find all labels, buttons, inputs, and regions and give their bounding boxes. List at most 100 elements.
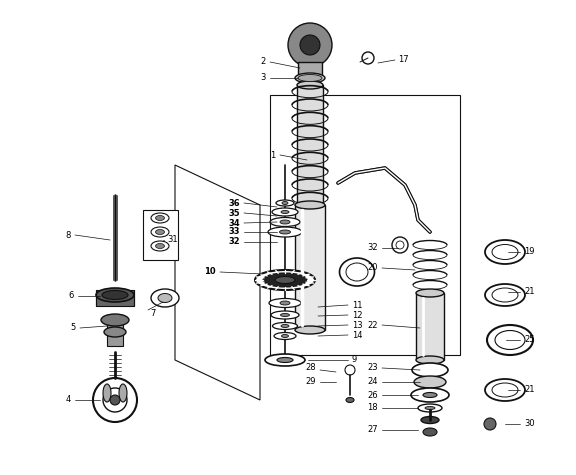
Ellipse shape [156, 229, 165, 235]
Ellipse shape [492, 245, 518, 259]
Text: 1: 1 [270, 151, 275, 160]
Ellipse shape [279, 230, 290, 234]
Ellipse shape [295, 73, 325, 83]
Text: 21: 21 [524, 386, 535, 395]
Ellipse shape [492, 288, 518, 302]
Ellipse shape [416, 356, 444, 364]
Text: 27: 27 [367, 426, 378, 435]
Ellipse shape [272, 208, 298, 216]
Ellipse shape [270, 218, 300, 227]
Ellipse shape [151, 289, 179, 307]
Ellipse shape [281, 314, 290, 316]
Ellipse shape [411, 388, 449, 402]
Ellipse shape [414, 376, 446, 388]
Bar [107, 318, 123, 346]
Text: 8: 8 [66, 230, 71, 239]
Ellipse shape [421, 417, 439, 424]
Ellipse shape [151, 241, 169, 251]
Text: 2: 2 [261, 57, 266, 67]
Ellipse shape [271, 311, 299, 319]
Ellipse shape [275, 276, 295, 284]
Ellipse shape [104, 327, 126, 337]
Text: 12: 12 [352, 311, 362, 320]
Bar [96, 290, 134, 306]
Circle shape [110, 395, 120, 405]
Ellipse shape [280, 220, 290, 224]
Text: 6: 6 [69, 292, 74, 301]
Ellipse shape [255, 270, 315, 290]
Circle shape [484, 418, 496, 430]
Ellipse shape [158, 294, 172, 303]
Text: 35: 35 [228, 209, 240, 218]
Text: 29: 29 [305, 378, 316, 387]
Ellipse shape [103, 384, 111, 402]
Ellipse shape [297, 81, 323, 89]
Text: 17: 17 [398, 56, 408, 65]
Ellipse shape [425, 407, 435, 409]
Circle shape [396, 241, 404, 249]
Text: 32: 32 [367, 244, 378, 253]
Ellipse shape [156, 244, 165, 248]
Text: 20: 20 [367, 264, 378, 273]
Text: 22: 22 [367, 321, 378, 330]
Text: 10: 10 [204, 267, 216, 276]
Text: 24: 24 [367, 378, 378, 387]
Text: 11: 11 [352, 301, 362, 310]
Ellipse shape [298, 75, 322, 82]
Text: 28: 28 [305, 362, 316, 371]
Ellipse shape [282, 334, 289, 338]
Ellipse shape [295, 201, 325, 209]
Text: 9: 9 [352, 355, 357, 364]
Ellipse shape [492, 383, 518, 397]
Ellipse shape [151, 213, 169, 223]
Text: 33: 33 [229, 228, 240, 237]
Text: 14: 14 [352, 331, 362, 340]
Ellipse shape [102, 291, 128, 300]
Ellipse shape [277, 358, 293, 362]
Bar [143, 210, 178, 260]
Ellipse shape [263, 273, 307, 287]
Text: 25: 25 [524, 335, 535, 344]
Ellipse shape [282, 201, 288, 205]
Ellipse shape [96, 288, 134, 302]
Ellipse shape [281, 324, 289, 327]
Ellipse shape [346, 263, 368, 281]
Ellipse shape [276, 200, 294, 206]
Circle shape [93, 378, 137, 422]
Ellipse shape [281, 210, 289, 213]
Bar [416, 293, 444, 360]
Text: 3: 3 [260, 74, 266, 83]
Ellipse shape [423, 392, 437, 398]
Text: 31: 31 [167, 236, 177, 245]
Text: 34: 34 [228, 218, 240, 228]
Ellipse shape [418, 404, 442, 412]
Text: 7: 7 [150, 308, 156, 317]
Text: 19: 19 [524, 247, 535, 257]
Ellipse shape [274, 332, 296, 340]
Ellipse shape [416, 289, 444, 297]
Bar [295, 205, 325, 330]
Ellipse shape [156, 216, 165, 220]
Ellipse shape [151, 227, 169, 237]
Ellipse shape [423, 428, 437, 436]
Circle shape [300, 35, 320, 55]
Text: 18: 18 [367, 403, 378, 412]
Text: 32: 32 [228, 238, 240, 247]
Bar [298, 62, 322, 76]
Text: 13: 13 [352, 321, 363, 330]
Ellipse shape [269, 298, 301, 307]
Text: 26: 26 [367, 390, 378, 399]
Text: 21: 21 [524, 287, 535, 296]
Ellipse shape [101, 314, 129, 326]
Ellipse shape [119, 384, 127, 402]
Ellipse shape [346, 398, 354, 402]
Bar [297, 85, 323, 205]
Ellipse shape [412, 363, 448, 377]
Ellipse shape [295, 326, 325, 334]
Text: 23: 23 [367, 363, 378, 372]
Circle shape [288, 23, 332, 67]
Text: 5: 5 [71, 323, 76, 332]
Ellipse shape [280, 301, 290, 305]
Text: 36: 36 [228, 199, 240, 208]
Circle shape [103, 388, 127, 412]
